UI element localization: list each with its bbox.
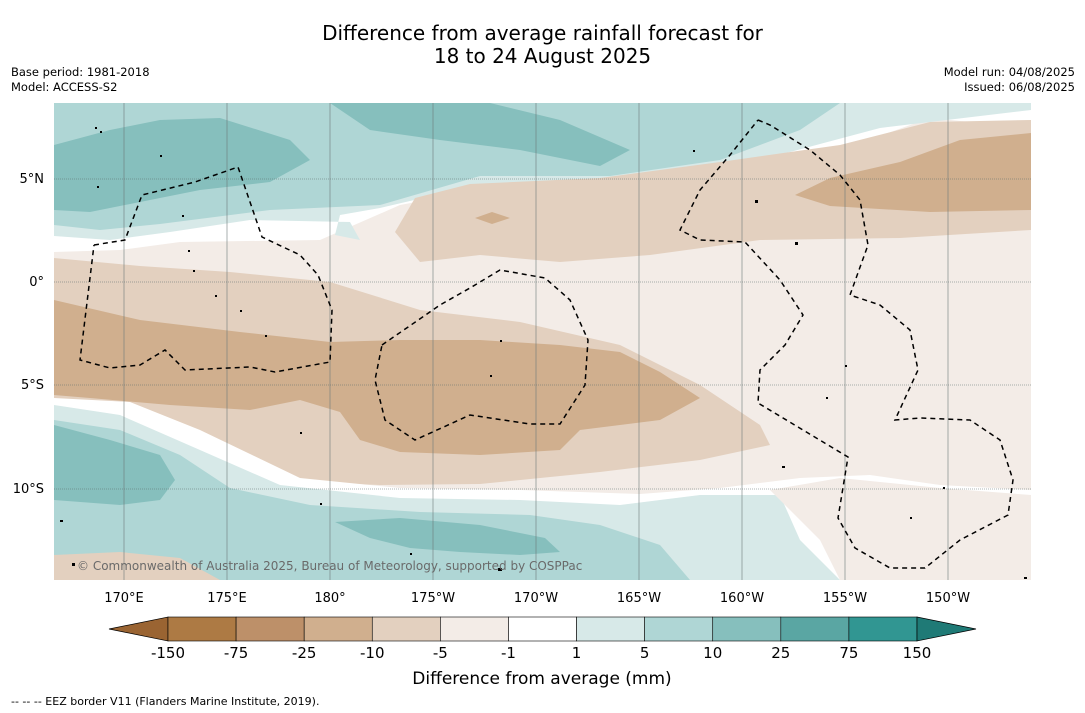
colorbar-tick-label: -25 bbox=[292, 644, 317, 662]
issued-text: Issued: 06/08/2025 bbox=[964, 79, 1075, 94]
meridians bbox=[123, 103, 949, 580]
colorbar-tick-label: 75 bbox=[839, 644, 858, 662]
colorbar-bin bbox=[167, 616, 237, 642]
run-info: Model run: 04/08/2025 Issued: 06/08/2025 bbox=[944, 65, 1075, 94]
model-run-text: Model run: 04/08/2025 bbox=[943, 65, 1075, 79]
colorbar-tick-label: -5 bbox=[433, 644, 448, 662]
lat-label-5s: 5°S bbox=[21, 378, 44, 393]
wet-region-south-strong bbox=[54, 425, 175, 505]
colorbar-bin bbox=[644, 616, 714, 642]
colorbar-bin bbox=[440, 616, 509, 642]
colorbar-tick-labels: -150 -75 -25 -10 -5 -1 1 5 10 25 75 150 bbox=[151, 644, 931, 662]
colorbar-bin bbox=[235, 616, 305, 642]
dry-region-central-strong bbox=[54, 300, 700, 455]
lon-label-170w: 170°W bbox=[514, 591, 558, 606]
colorbar-low-extension bbox=[108, 616, 169, 642]
lat-label-0: 0° bbox=[29, 275, 44, 290]
lon-label-175e: 175°E bbox=[207, 591, 247, 606]
dry-region-northeast bbox=[395, 120, 1031, 262]
lon-label-170e: 170°E bbox=[104, 591, 144, 606]
title-line-2: 18 to 24 August 2025 bbox=[433, 44, 652, 68]
island-markers bbox=[60, 127, 1027, 579]
lon-label-160w: 160°W bbox=[720, 591, 764, 606]
map-area: © Commonwealth of Australia 2025, Bureau… bbox=[54, 103, 1031, 580]
colorbar-bins bbox=[167, 616, 918, 642]
colorbar-tick-label: 1 bbox=[572, 644, 582, 662]
eez-borders bbox=[79, 119, 1014, 569]
copyright-text: © Commonwealth of Australia 2025, Bureau… bbox=[77, 559, 582, 573]
title-line-1: Difference from average rainfall forecas… bbox=[322, 21, 763, 45]
colorbar-tick-label: -10 bbox=[360, 644, 385, 662]
longitude-labels: 170°E 175°E 180° 175°W 170°W 165°W 160°W… bbox=[104, 591, 970, 606]
dry-spot-north bbox=[475, 212, 510, 224]
latitude-labels: 5°N 0° 5°S 10°S bbox=[13, 172, 44, 497]
colorbar-tick-label: -150 bbox=[151, 644, 185, 662]
dry-region-southeast bbox=[770, 478, 1031, 580]
lon-label-175w: 175°W bbox=[411, 591, 455, 606]
eez-border-phoenix bbox=[374, 269, 589, 441]
colorbar-tick-label: -75 bbox=[224, 644, 249, 662]
colorbar-tick-label: -1 bbox=[501, 644, 516, 662]
colorbar-tick-label: 10 bbox=[703, 644, 722, 662]
base-period-text: Base period: 1981-2018 bbox=[11, 65, 150, 79]
colorbar-tick-label: 5 bbox=[640, 644, 650, 662]
colorbar-bin bbox=[508, 616, 577, 642]
colorbar-bin bbox=[576, 616, 645, 642]
colorbar-bin bbox=[780, 616, 850, 642]
graticule bbox=[54, 178, 1031, 490]
colorbar-bin bbox=[371, 616, 441, 642]
eez-footnote: -- -- -- EEZ border V11 (Flanders Marine… bbox=[11, 695, 320, 708]
wet-region-south-strong-2 bbox=[335, 518, 560, 555]
lon-label-155w: 155°W bbox=[823, 591, 867, 606]
lon-label-165w: 165°W bbox=[617, 591, 661, 606]
wet-region-north-strong-2 bbox=[330, 103, 630, 166]
colorbar-title: Difference from average (mm) bbox=[412, 669, 671, 689]
wet-region-north-strong bbox=[54, 118, 310, 212]
lon-label-150w: 150°W bbox=[926, 591, 970, 606]
model-info: Base period: 1981-2018 Model: ACCESS-S2 bbox=[11, 65, 150, 94]
colorbar-bin bbox=[712, 616, 782, 642]
lat-label-10s: 10°S bbox=[13, 482, 44, 497]
model-name-text: Model: ACCESS-S2 bbox=[11, 79, 118, 94]
dry-patch-southwest bbox=[54, 552, 220, 580]
colorbar-bin bbox=[848, 616, 918, 642]
lon-label-180: 180° bbox=[314, 591, 345, 606]
eez-border-line-islands bbox=[678, 119, 1014, 569]
map-title: Difference from average rainfall forecas… bbox=[0, 22, 1085, 68]
colorbar-legend: -150 -75 -25 -10 -5 -1 1 5 10 25 75 150 Difference … bbox=[108, 616, 977, 689]
colorbar-high-extension bbox=[916, 616, 977, 642]
eez-border-kiribati-gilbert bbox=[79, 166, 333, 373]
lat-label-5n: 5°N bbox=[20, 172, 45, 187]
colorbar-bin bbox=[303, 616, 373, 642]
colorbar-tick-label: 150 bbox=[903, 644, 932, 662]
colorbar-tick-label: 25 bbox=[771, 644, 790, 662]
